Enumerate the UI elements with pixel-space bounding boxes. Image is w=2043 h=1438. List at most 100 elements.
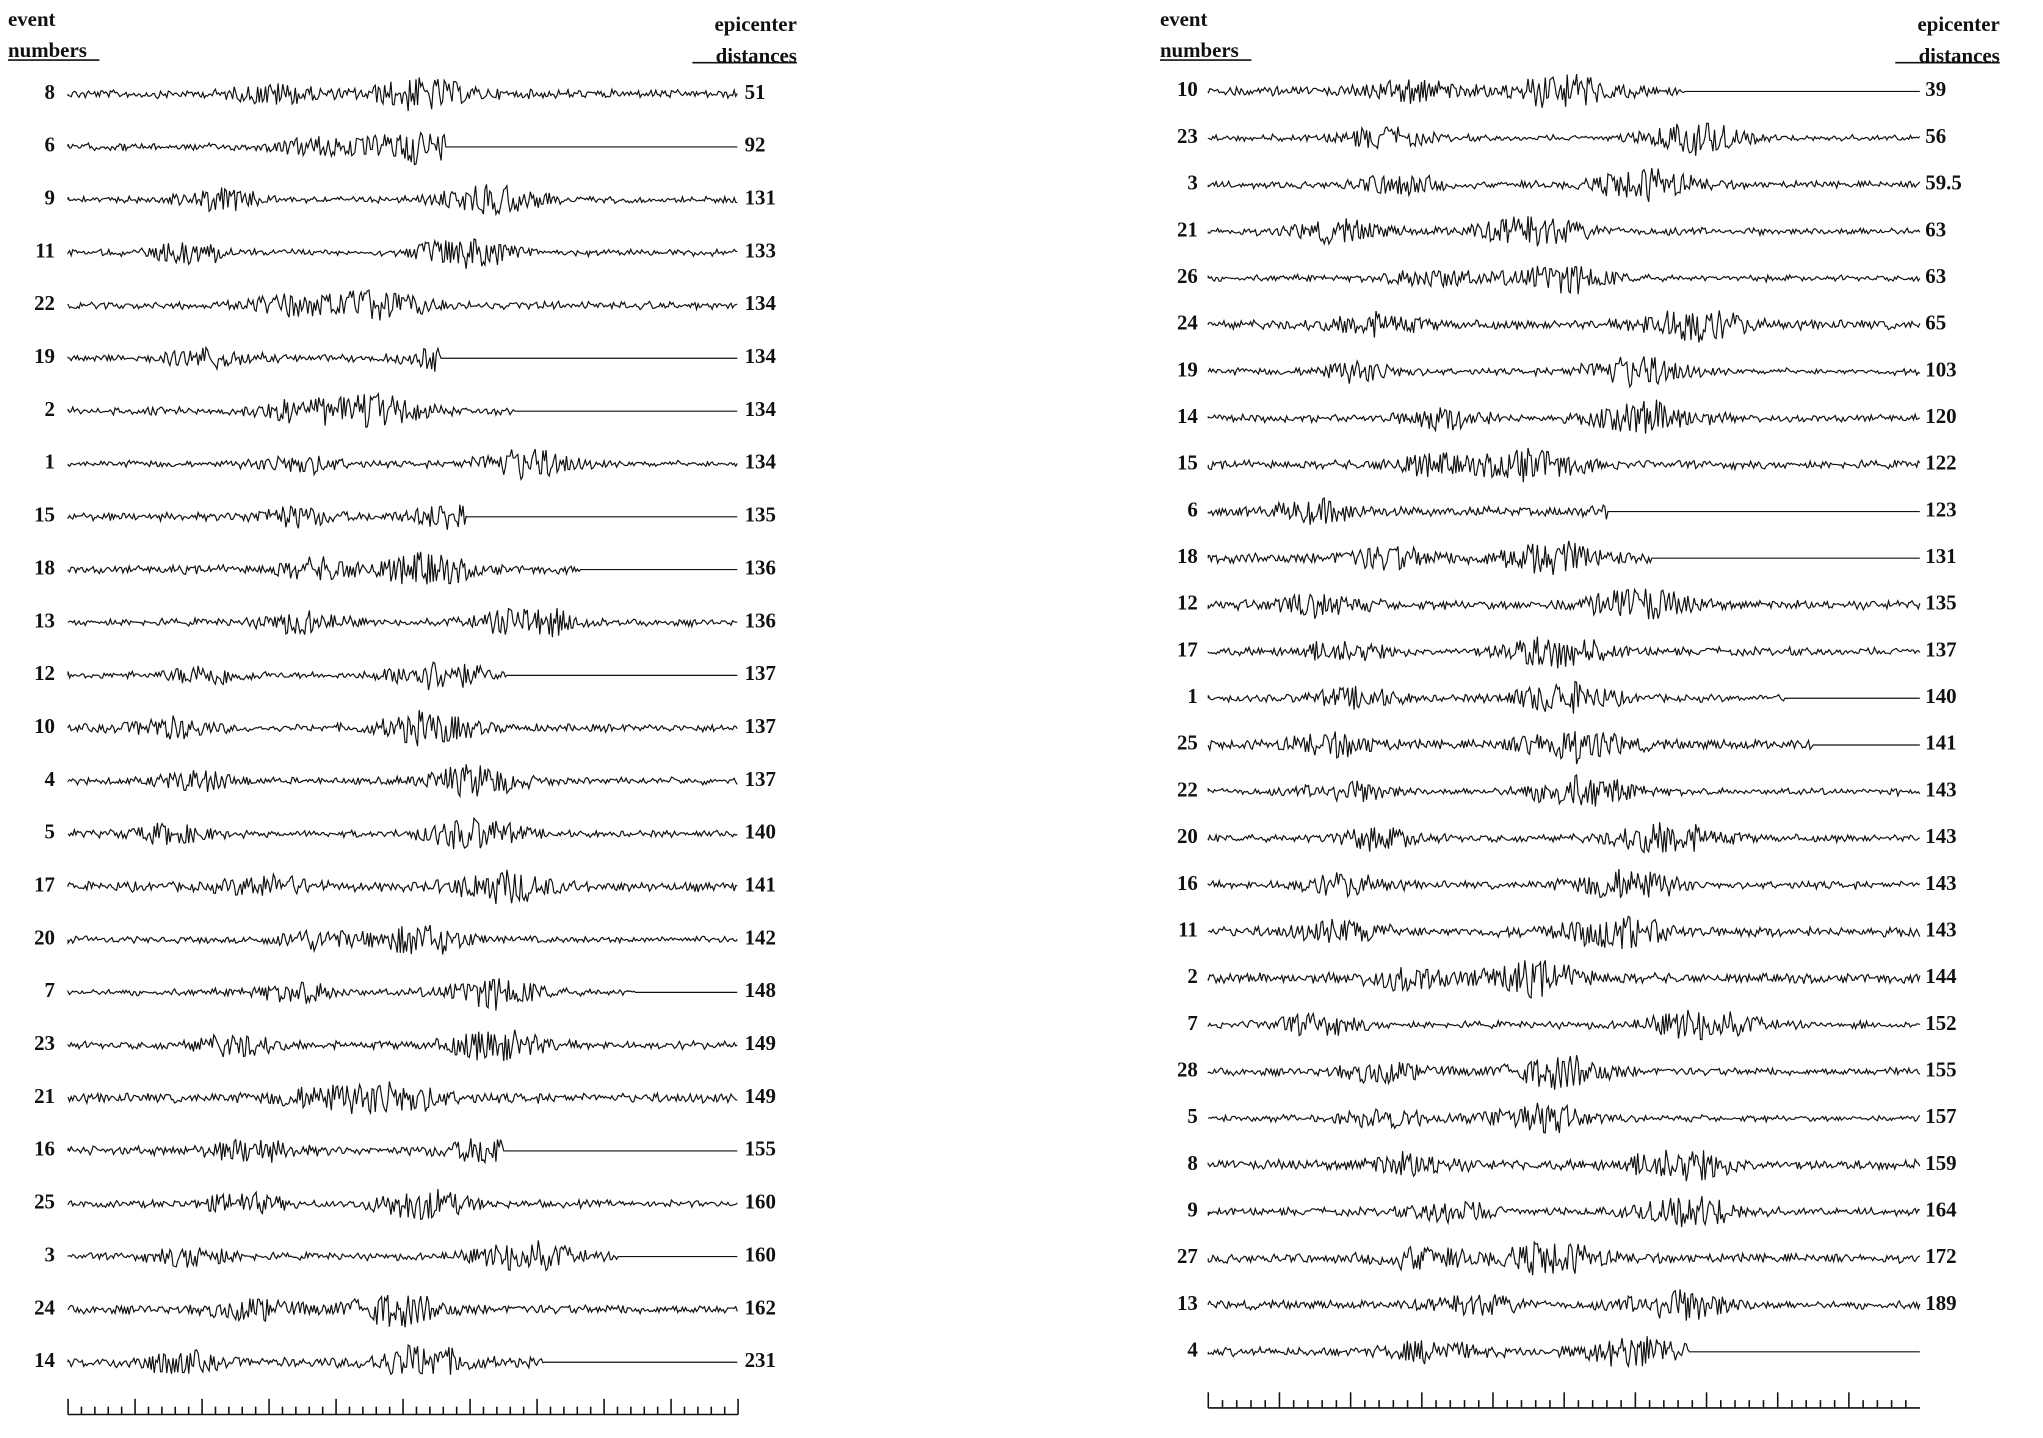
event-number: 8 xyxy=(1187,1151,1197,1175)
waveform xyxy=(1207,1055,1921,1090)
epicenter-distance: 133 xyxy=(745,238,776,262)
waveform xyxy=(1207,73,1920,108)
event-number: 28 xyxy=(1177,1057,1198,1081)
epicenter-distance: 172 xyxy=(1925,1244,1956,1268)
event-number: 8 xyxy=(45,80,55,104)
event-number: 22 xyxy=(34,291,55,315)
event-number: 25 xyxy=(1177,731,1198,755)
epicenter-distance: 155 xyxy=(1925,1057,1956,1081)
event-number: 15 xyxy=(1177,451,1198,475)
epicenter-distance: 152 xyxy=(1925,1011,1956,1035)
event-number: 3 xyxy=(1187,171,1197,195)
waveform xyxy=(67,77,738,112)
epicenter-distance: 39 xyxy=(1925,77,1946,101)
event-number: 4 xyxy=(1187,1338,1198,1362)
event-number: 22 xyxy=(1177,777,1198,801)
waveform xyxy=(67,661,738,691)
epicenter-distance: 231 xyxy=(745,1348,776,1372)
waveform xyxy=(1207,1149,1921,1182)
event-number: 11 xyxy=(1178,917,1198,941)
waveform xyxy=(67,289,738,321)
waveform xyxy=(1207,310,1921,343)
event-number: 26 xyxy=(1177,264,1198,288)
waveform xyxy=(67,1240,738,1272)
waveform xyxy=(67,184,738,217)
waveform xyxy=(1207,496,1920,525)
epicenter-distance: 140 xyxy=(745,820,776,844)
epicenter-distance: 134 xyxy=(745,291,777,315)
waveform xyxy=(1207,356,1921,389)
event-number: 20 xyxy=(1177,824,1198,848)
waveform xyxy=(67,764,738,799)
epicenter-distance: 164 xyxy=(1925,1198,1957,1222)
epicenter-distance: 56 xyxy=(1925,124,1946,148)
event-number: 7 xyxy=(1187,1011,1197,1035)
waveform xyxy=(1207,587,1921,620)
header-right: epicenter distances xyxy=(1917,12,1999,67)
waveform xyxy=(1207,1240,1921,1276)
epicenter-distance: 149 xyxy=(745,1031,776,1055)
epicenter-distance: 134 xyxy=(745,450,777,474)
epicenter-distance: 189 xyxy=(1925,1291,1956,1315)
event-number: 9 xyxy=(45,186,55,210)
waveform xyxy=(67,392,738,429)
event-number: 14 xyxy=(34,1348,55,1372)
waveform xyxy=(67,1189,738,1221)
epicenter-distance: 143 xyxy=(1925,777,1956,801)
epicenter-distance: 131 xyxy=(1925,544,1956,568)
epicenter-distance: 135 xyxy=(1925,591,1956,615)
event-number: 21 xyxy=(34,1084,55,1108)
epicenter-distance: 159 xyxy=(1925,1151,1956,1175)
epicenter-distance: 137 xyxy=(745,661,776,685)
event-number: 13 xyxy=(34,608,55,632)
epicenter-distance: 103 xyxy=(1925,357,1956,381)
epicenter-distance: 92 xyxy=(745,133,766,157)
waveform xyxy=(1207,636,1921,669)
waveform xyxy=(67,448,738,481)
waveform xyxy=(67,978,738,1011)
event-number: 20 xyxy=(34,925,55,949)
epicenter-distance: 65 xyxy=(1925,311,1946,335)
epicenter-distance: 149 xyxy=(745,1084,776,1108)
event-number: 16 xyxy=(34,1137,55,1161)
event-number: 12 xyxy=(34,661,55,685)
event-number: 18 xyxy=(1177,544,1198,568)
epicenter-distance: 143 xyxy=(1925,917,1956,941)
waveform xyxy=(1207,216,1921,247)
epicenter-distance: 162 xyxy=(745,1295,776,1319)
epicenter-distance: 123 xyxy=(1925,497,1956,521)
event-number: 1 xyxy=(45,450,55,474)
event-number: 17 xyxy=(34,872,55,896)
event-number: 6 xyxy=(45,133,55,157)
event-number: 5 xyxy=(45,820,55,844)
epicenter-distance: 137 xyxy=(1925,637,1956,661)
event-number: 15 xyxy=(34,503,55,527)
epicenter-distance: 148 xyxy=(745,978,776,1002)
waveform xyxy=(1207,960,1921,999)
epicenter-distance: 134 xyxy=(745,344,777,368)
epicenter-distance: 157 xyxy=(1925,1104,1956,1128)
epicenter-distance: 137 xyxy=(745,714,776,738)
event-number: 2 xyxy=(45,397,55,421)
epicenter-distance: 144 xyxy=(1925,964,1957,988)
waveform xyxy=(1208,1102,1921,1134)
waveform xyxy=(1207,1336,1920,1369)
waveform xyxy=(67,238,738,269)
waveform xyxy=(1207,1196,1921,1228)
epicenter-distance: 63 xyxy=(1925,217,1946,241)
waveform xyxy=(1207,399,1921,434)
waveform xyxy=(67,551,738,585)
waveform xyxy=(67,504,738,530)
event-number: 5 xyxy=(1187,1104,1197,1128)
waveform xyxy=(67,710,738,747)
epicenter-distance: 136 xyxy=(745,555,776,579)
event-number: 16 xyxy=(1177,871,1198,895)
event-number: 11 xyxy=(35,238,55,262)
waveform xyxy=(67,924,738,955)
event-number: 1 xyxy=(1187,684,1197,708)
event-number: 12 xyxy=(1177,591,1198,615)
event-number: 4 xyxy=(45,767,56,791)
epicenter-distance: 140 xyxy=(1925,684,1956,708)
event-number: 9 xyxy=(1187,1198,1197,1222)
